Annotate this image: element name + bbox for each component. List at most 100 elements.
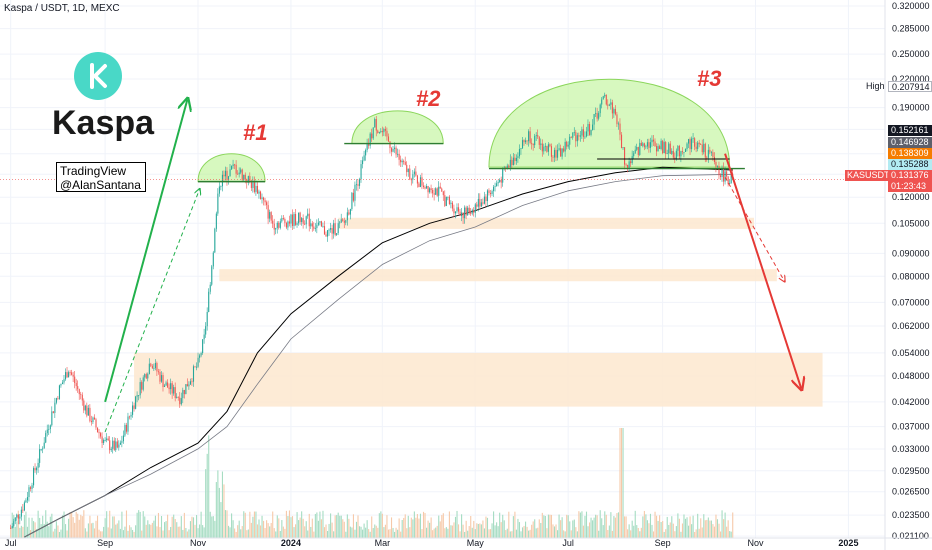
volume-bar: [273, 528, 275, 538]
volume-bar: [392, 528, 394, 538]
candle-body: [404, 161, 406, 165]
candle-body: [89, 407, 91, 422]
volume-bar: [671, 516, 673, 538]
candle-body: [407, 168, 409, 173]
bullish-dashed-arrow: [104, 189, 199, 433]
candle-body: [599, 104, 601, 114]
volume-bar: [191, 516, 193, 538]
candle-body: [544, 145, 546, 147]
candle-body: [240, 169, 242, 173]
symbol-tag: KASUSDT: [845, 170, 892, 181]
volume-bar: [532, 521, 534, 538]
candle-body: [637, 147, 639, 155]
candle-body: [616, 114, 618, 125]
volume-bar: [413, 511, 415, 538]
volume-bar: [285, 510, 287, 538]
candle-body: [74, 376, 76, 384]
volume-bar: [212, 516, 214, 538]
candle-body: [58, 385, 61, 399]
candle-body: [185, 384, 187, 395]
candle-body: [170, 383, 172, 390]
time-axis[interactable]: Jul Sep Nov 2024 Mar May Jul Sep Nov 2025: [0, 537, 932, 548]
volume-bar: [397, 529, 399, 538]
volume-bar: [250, 522, 252, 538]
volume-bar: [684, 518, 687, 538]
candle-body: [712, 152, 714, 157]
candle-body: [558, 148, 560, 150]
volume-bar: [93, 528, 96, 538]
volume-bar: [520, 531, 522, 538]
volume-bar: [176, 522, 178, 538]
volume-bar: [721, 510, 723, 538]
volume-bar: [476, 523, 478, 538]
candle-body: [77, 386, 79, 390]
volume-bar: [229, 527, 231, 538]
candle-body: [354, 184, 356, 201]
candle-body: [517, 156, 519, 158]
candle-body: [325, 234, 327, 237]
candle-body: [282, 218, 284, 220]
candle-body: [506, 165, 508, 169]
candle-body: [55, 398, 57, 403]
candle-body: [706, 157, 708, 159]
candle-body: [677, 145, 679, 151]
candle-body: [392, 148, 394, 152]
volume-bar: [390, 517, 393, 538]
candle-body: [250, 180, 252, 188]
candle-body: [174, 387, 176, 398]
volume-bar: [700, 518, 702, 538]
candle-body: [663, 142, 665, 154]
x-tick-label: Mar: [375, 538, 391, 548]
volume-bar: [389, 529, 391, 538]
candle-body: [95, 419, 97, 428]
volume-bar: [308, 513, 310, 538]
volume-bar: [384, 524, 386, 538]
volume-bar: [241, 526, 243, 538]
volume-bar: [555, 524, 557, 538]
candle-body: [296, 223, 298, 225]
candle-body: [221, 174, 223, 187]
volume-bar: [51, 513, 53, 538]
candle-body: [579, 135, 581, 137]
y-tick-label: 0.190000: [892, 103, 930, 113]
volume-bar: [529, 529, 531, 538]
volume-bar: [630, 530, 632, 538]
volume-bar: [377, 527, 379, 538]
volume-bar: [258, 519, 260, 538]
volume-bar: [358, 526, 361, 538]
candle-body: [273, 223, 275, 230]
volume-bar: [95, 520, 97, 538]
candle-body: [340, 219, 342, 223]
candle-body: [28, 487, 30, 498]
candle-body: [191, 381, 193, 383]
volume-bar: [657, 520, 659, 538]
candle-body: [96, 427, 99, 433]
volume-bar: [401, 519, 403, 538]
candle-body: [290, 214, 292, 224]
candle-body: [177, 396, 179, 398]
symbol-header[interactable]: Kaspa / USDT, 1D, MEXC: [4, 3, 120, 14]
volume-bar: [692, 515, 694, 538]
candle-body: [578, 135, 580, 137]
candle-body: [71, 372, 73, 375]
volume-bar: [404, 514, 406, 538]
volume-bar: [457, 524, 460, 538]
candle-body: [432, 189, 434, 194]
candle-body: [218, 186, 220, 194]
volume-bar: [355, 521, 358, 538]
candle-body: [557, 149, 559, 158]
candle-body: [607, 104, 609, 106]
candle-body: [724, 171, 726, 182]
volume-bar: [173, 514, 175, 538]
candle-body: [132, 405, 134, 415]
candle-body: [381, 131, 383, 133]
candle-body: [659, 146, 661, 150]
volume-bar: [325, 524, 327, 538]
volume-bar: [435, 527, 437, 538]
y-tick-label: 0.042000: [892, 397, 930, 407]
volume-bar: [422, 511, 425, 538]
volume-bar: [221, 471, 223, 538]
candle-body: [243, 174, 245, 180]
volume-bar: [203, 527, 205, 538]
